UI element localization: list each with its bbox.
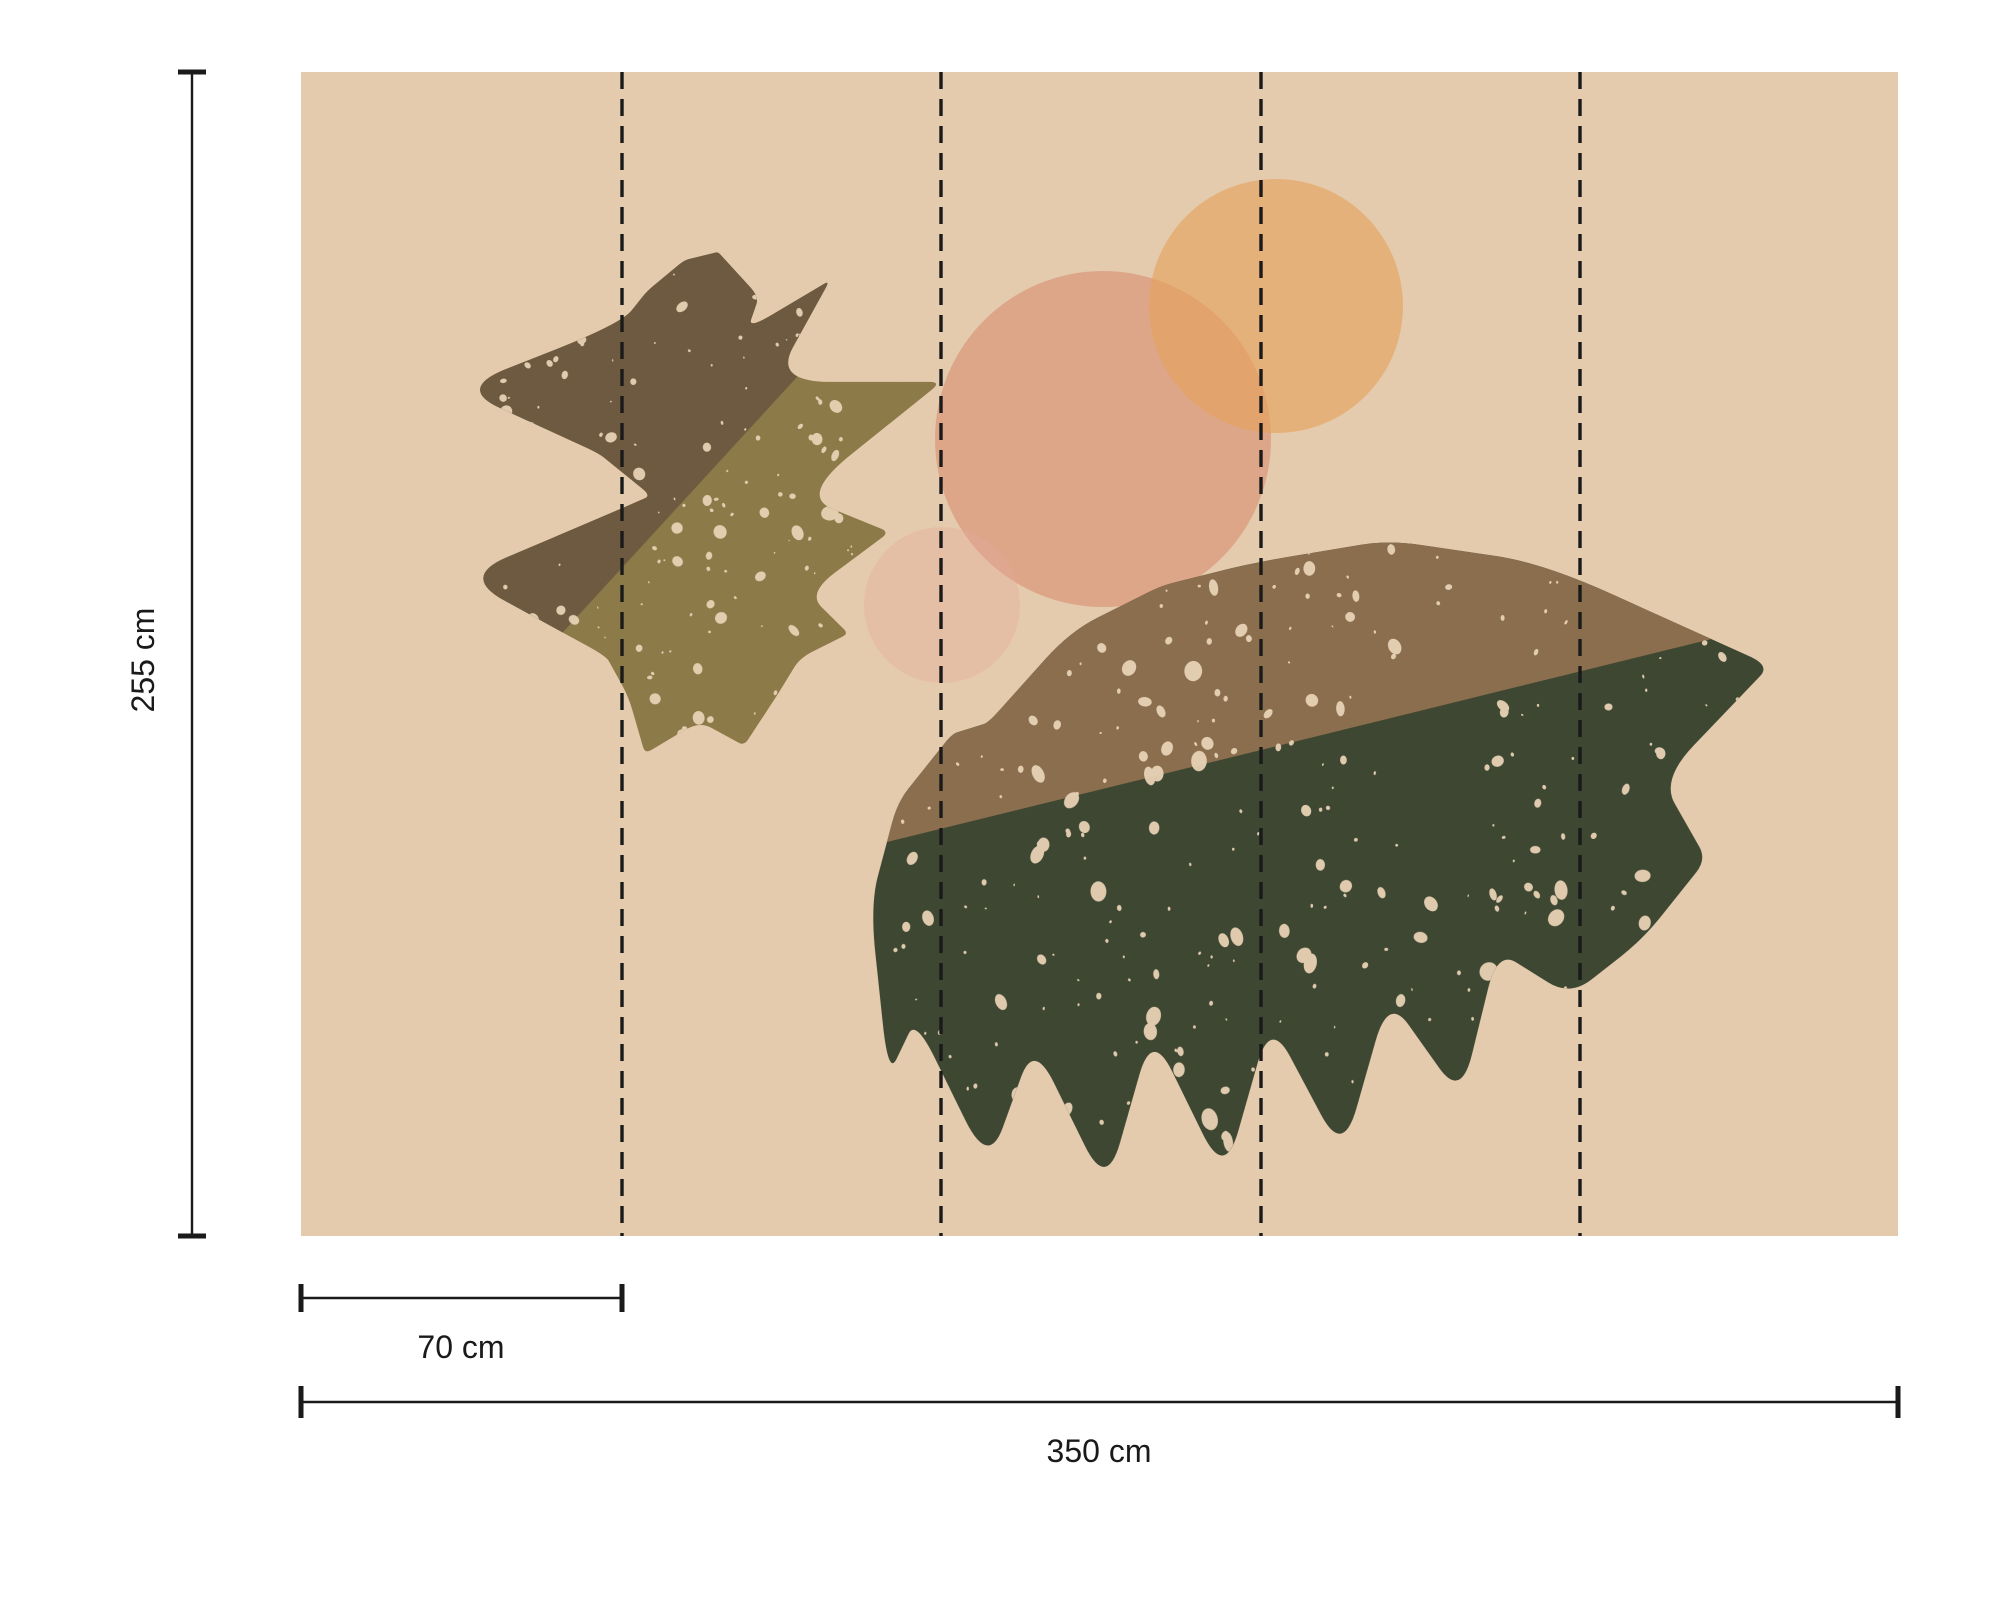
svg-text:70 cm: 70 cm (417, 1329, 504, 1365)
svg-text:255 cm: 255 cm (125, 608, 161, 713)
svg-text:350 cm: 350 cm (1047, 1433, 1152, 1469)
